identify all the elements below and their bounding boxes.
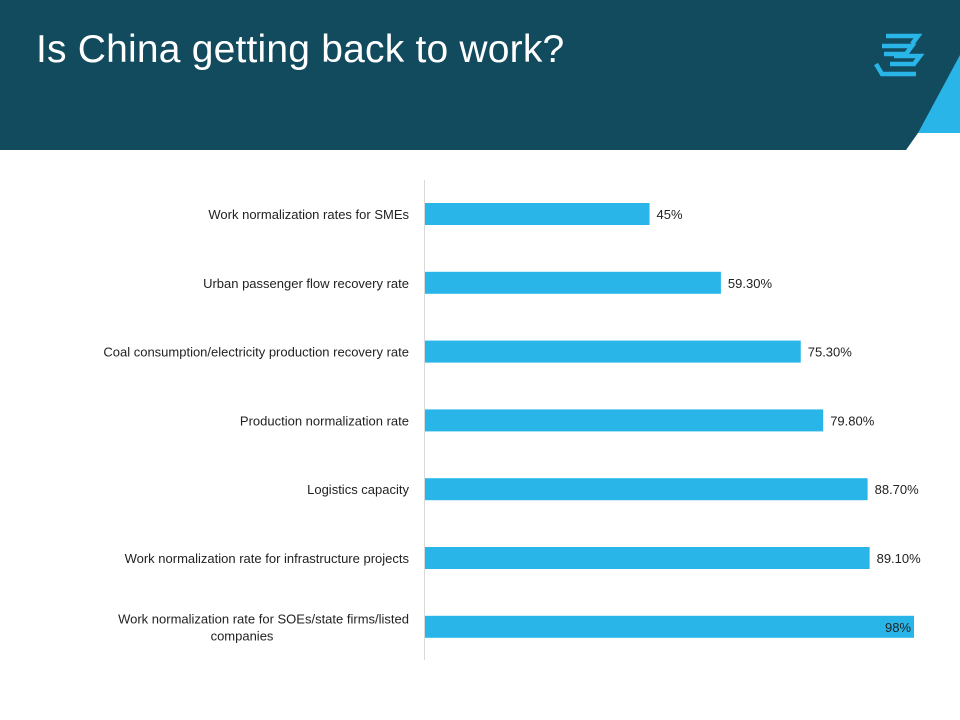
slide-header bbox=[0, 0, 960, 150]
accent-triangle bbox=[918, 55, 960, 133]
bar bbox=[425, 615, 915, 638]
data-label: 89.10% bbox=[877, 551, 922, 566]
slide-title: Is China getting back to work? bbox=[36, 28, 565, 71]
bar bbox=[425, 478, 868, 501]
category-label: Work normalization rate for infrastructu… bbox=[125, 551, 410, 566]
category-label: Work normalization rates for SMEs bbox=[208, 207, 409, 222]
bar-chart: 45% Work normalization rates for SMEs 59.3… bbox=[103, 180, 922, 660]
category-label: Urban passenger flow recovery rate bbox=[203, 276, 409, 291]
data-label: 79.80% bbox=[830, 413, 875, 428]
category-label: Coal consumption/electricity production … bbox=[103, 345, 409, 360]
category-label: Production normalization rate bbox=[240, 413, 409, 428]
category-label: Work normalization rate for SOEs/state f… bbox=[118, 611, 409, 643]
data-label: 88.70% bbox=[875, 482, 920, 497]
data-label: 98% bbox=[885, 620, 911, 635]
white-wedge bbox=[906, 133, 960, 150]
data-label: 59.30% bbox=[728, 276, 773, 291]
bar bbox=[425, 203, 650, 225]
category-label: Logistics capacity bbox=[307, 482, 409, 497]
bar bbox=[425, 271, 721, 294]
header-accent-corner bbox=[906, 55, 960, 150]
bar bbox=[425, 547, 870, 569]
data-label: 45% bbox=[657, 207, 683, 222]
data-label: 75.30% bbox=[808, 345, 853, 360]
bar bbox=[425, 340, 801, 363]
bar bbox=[425, 409, 824, 432]
stacked-chevrons-icon bbox=[874, 33, 925, 77]
